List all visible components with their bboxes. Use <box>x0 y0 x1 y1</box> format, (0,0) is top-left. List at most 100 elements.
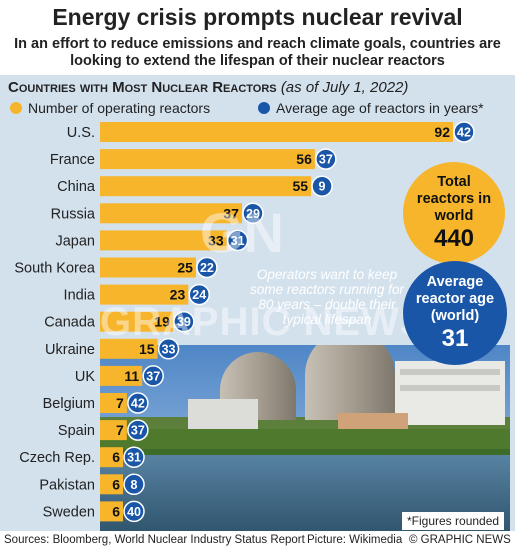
category-label-canada: Canada <box>44 315 96 331</box>
bar-value-u-s: 92 <box>434 124 450 140</box>
age-value-czech-rep: 31 <box>127 451 141 465</box>
age-value-south-korea: 22 <box>200 261 214 275</box>
bar-value-belgium: 7 <box>116 395 124 411</box>
age-dot-japan <box>226 229 249 252</box>
legend-label-reactors: Number of operating reactors <box>28 100 211 116</box>
category-label-spain: Spain <box>58 423 95 439</box>
bar-japan <box>100 230 227 251</box>
age-dot-u-s <box>453 121 475 143</box>
bar-value-russia: 37 <box>223 205 239 221</box>
bar-belgium <box>100 393 127 413</box>
average-age-bubble: Average reactor age (world) 31 <box>403 261 507 365</box>
age-dot-pakistan <box>123 473 145 496</box>
category-label-czech-rep: Czech Rep. <box>19 450 95 466</box>
age-dot-spain <box>127 419 149 441</box>
legend-swatch-reactors <box>10 102 22 114</box>
age-dot-uk <box>142 365 164 387</box>
age-value-india: 24 <box>192 288 206 302</box>
bar-value-france: 56 <box>296 151 312 167</box>
bar-czech-rep <box>100 447 124 468</box>
chart-heading-caps: Countries with Most Nuclear Reactors <box>8 79 277 96</box>
category-label-south-korea: South Korea <box>14 261 96 277</box>
age-dot-china <box>311 175 333 197</box>
bar-value-spain: 7 <box>116 422 124 438</box>
age-dot-france <box>315 148 337 170</box>
category-label-sweden: Sweden <box>43 504 95 520</box>
age-value-ukraine: 33 <box>162 342 176 356</box>
bar-value-uk: 11 <box>124 368 139 384</box>
category-label-ukraine: Ukraine <box>45 342 95 358</box>
bar-sweden <box>100 501 124 522</box>
age-dot-sweden <box>123 500 145 523</box>
age-dot-india <box>188 283 210 306</box>
age-value-uk: 37 <box>146 369 160 383</box>
category-label-india: India <box>64 288 96 304</box>
age-value-japan: 31 <box>231 234 245 248</box>
total-reactors-bubble: Total reactors in world 440 <box>403 162 505 264</box>
age-value-spain: 37 <box>131 424 145 438</box>
category-label-france: France <box>50 152 95 168</box>
average-age-label: Average reactor age (world) <box>415 273 495 324</box>
category-label-japan: Japan <box>55 233 95 249</box>
age-value-belgium: 42 <box>131 397 145 411</box>
bar-india <box>100 284 189 305</box>
age-value-u-s: 42 <box>457 126 471 140</box>
age-value-russia: 29 <box>246 207 260 221</box>
age-value-canada: 39 <box>177 315 191 329</box>
category-label-russia: Russia <box>51 206 96 222</box>
legend-label-age: Average age of reactors in years* <box>276 100 484 116</box>
bar-value-south-korea: 25 <box>177 260 193 276</box>
legend-age: Average age of reactors in years* <box>258 100 484 116</box>
bar-value-japan: 33 <box>208 232 224 248</box>
category-label-u-s: U.S. <box>67 125 95 141</box>
bar-canada <box>100 311 173 332</box>
category-label-pakistan: Pakistan <box>39 477 95 493</box>
page-title: Energy crisis prompts nuclear revival <box>52 4 463 30</box>
age-dot-belgium <box>127 392 149 414</box>
legend-reactors: Number of operating reactors <box>10 100 210 116</box>
average-age-value: 31 <box>441 324 469 352</box>
footer-copyright: © GRAPHIC NEWS <box>409 534 511 546</box>
footnote: *Figures rounded <box>402 512 505 530</box>
category-label-china: China <box>57 179 96 195</box>
bar-value-canada: 19 <box>154 314 170 330</box>
watermark-logo: GN <box>200 201 284 264</box>
footer-sources: Sources: Bloomberg, World Nuclear Indust… <box>4 534 305 546</box>
bar-value-ukraine: 15 <box>139 341 155 357</box>
age-dot-russia <box>242 202 264 225</box>
category-label-belgium: Belgium <box>43 396 95 412</box>
age-value-china: 9 <box>319 180 326 194</box>
watermark-text: GRAPHIC NEWS <box>100 300 428 344</box>
lifespan-note: Operators want to keep some reactors run… <box>250 267 404 327</box>
total-reactors-value: 440 <box>433 224 475 252</box>
bar-ukraine <box>100 338 158 359</box>
bar-spain <box>100 420 127 441</box>
age-value-sweden: 40 <box>127 505 141 519</box>
bar-value-india: 23 <box>170 287 186 303</box>
chart-heading-date: (as of July 1, 2022) <box>280 79 409 96</box>
bar-south-korea <box>100 257 196 278</box>
category-label-uk: UK <box>75 369 95 385</box>
bar-china <box>100 176 312 197</box>
age-dot-czech-rep <box>123 446 145 468</box>
page-subtitle: In an effort to reduce emissions and rea… <box>14 36 501 69</box>
bar-pakistan <box>100 474 124 495</box>
total-reactors-label: Total reactors in world <box>416 173 492 224</box>
age-dot-ukraine <box>157 338 180 360</box>
legend-swatch-age <box>258 102 270 114</box>
bar-value-czech-rep: 6 <box>112 449 120 465</box>
bar-u-s <box>100 122 453 142</box>
nuclear-plant-photo <box>100 345 510 531</box>
bar-uk <box>100 365 143 386</box>
age-dot-canada <box>173 310 195 333</box>
bar-value-sweden: 6 <box>112 503 120 519</box>
bar-value-pakistan: 6 <box>112 476 120 492</box>
bar-value-china: 55 <box>292 178 308 194</box>
age-value-pakistan: 8 <box>131 478 138 492</box>
bar-russia <box>100 203 242 224</box>
chart-heading: Countries with Most Nuclear Reactors (as… <box>8 79 408 96</box>
bar-france <box>100 149 315 170</box>
footer-picture: Picture: Wikimedia <box>307 534 403 546</box>
age-value-france: 37 <box>319 153 333 167</box>
